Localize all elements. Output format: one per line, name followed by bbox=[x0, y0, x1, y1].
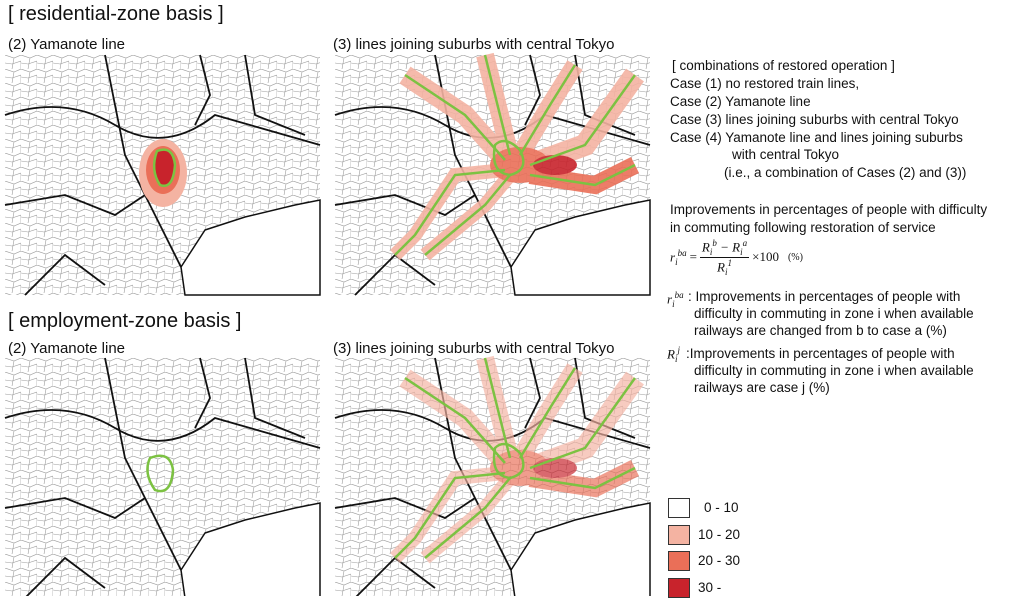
sym: R bbox=[717, 259, 725, 275]
def-symbol: Rij bbox=[667, 345, 680, 364]
sup: j bbox=[677, 345, 680, 355]
map-employment-yamanote bbox=[4, 357, 321, 596]
map-residential-suburbs bbox=[334, 55, 651, 296]
def-symbol: riba bbox=[667, 290, 684, 309]
panel-label: (2) Yamanote line bbox=[8, 340, 126, 357]
definition: railways are changed from b to case a (%… bbox=[694, 323, 947, 338]
sup: ba bbox=[677, 247, 687, 258]
legend-label: 20 - 30 bbox=[698, 553, 741, 568]
panel-label: (3) lines joining suburbs with central T… bbox=[333, 36, 615, 53]
sup: a bbox=[742, 238, 748, 248]
definition: difficulty in commuting in zone i when a… bbox=[694, 306, 974, 321]
legend-label: 0 - 10 bbox=[704, 500, 739, 515]
notes-title: [ combinations of restored operation ] bbox=[672, 58, 895, 73]
improvement: in commuting following restoration of se… bbox=[670, 220, 936, 235]
unit: (%) bbox=[787, 251, 803, 263]
sup: b bbox=[712, 238, 717, 248]
panel-label: (2) Yamanote line bbox=[8, 36, 126, 53]
section-title: [ residential-zone basis ] bbox=[8, 3, 224, 25]
panel-label: (3) lines joining suburbs with central T… bbox=[333, 340, 615, 357]
case: Case (4) Yamanote line and lines joining… bbox=[670, 130, 963, 145]
improvement: Improvements in percentages of people wi… bbox=[670, 202, 988, 217]
case: Case (2) Yamanote line bbox=[670, 94, 811, 109]
definition: :Improvements in percentages of people w… bbox=[686, 346, 955, 361]
sym: R bbox=[701, 239, 710, 255]
legend-swatch bbox=[668, 551, 690, 571]
legend-swatch bbox=[668, 577, 690, 598]
legend-label: 30 - bbox=[698, 579, 722, 595]
case: (i.e., a combination of Cases (2) and (3… bbox=[724, 165, 967, 180]
sub: i bbox=[740, 246, 743, 257]
sym: r bbox=[667, 291, 673, 307]
legend-swatch bbox=[668, 524, 690, 545]
case: Case (1) no restored train lines, bbox=[670, 76, 860, 91]
sub: i bbox=[672, 298, 675, 309]
sym: R bbox=[667, 346, 675, 362]
eq: = bbox=[689, 249, 697, 265]
sub: i bbox=[674, 353, 678, 364]
formula: riba = Rib − Ria Ri1 ×100 (%) bbox=[670, 238, 803, 277]
sym: − R bbox=[720, 239, 741, 255]
sym: r bbox=[670, 249, 676, 265]
map-residential-yamanote bbox=[4, 54, 321, 296]
definition: railways are case j (%) bbox=[694, 380, 830, 395]
sub: i bbox=[724, 266, 728, 277]
sup: 1 bbox=[727, 257, 733, 268]
times: ×100 bbox=[752, 249, 779, 265]
definition: : Improvements in percentages of people … bbox=[688, 289, 961, 304]
fraction: Rib − Ria Ri1 bbox=[699, 238, 750, 277]
definition: difficulty in commuting in zone i when a… bbox=[694, 363, 974, 378]
section-title: [ employment-zone basis ] bbox=[8, 310, 242, 332]
legend-label: 10 - 20 bbox=[698, 526, 741, 542]
sub: i bbox=[675, 256, 678, 267]
sup: ba bbox=[674, 290, 684, 300]
legend-swatch bbox=[668, 498, 690, 518]
sub: i bbox=[709, 246, 713, 257]
map-employment-suburbs bbox=[334, 358, 651, 596]
case: Case (3) lines joining suburbs with cent… bbox=[670, 112, 959, 127]
case: with central Tokyo bbox=[732, 147, 840, 162]
